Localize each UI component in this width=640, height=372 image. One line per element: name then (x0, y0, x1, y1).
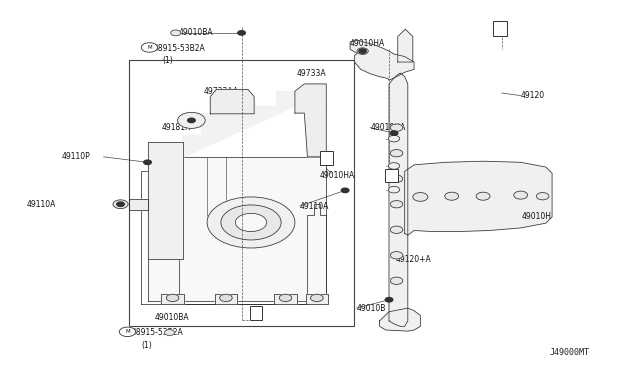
Polygon shape (295, 84, 326, 157)
Circle shape (119, 327, 136, 337)
Circle shape (390, 131, 398, 135)
Text: 49010HA: 49010HA (320, 171, 355, 180)
Circle shape (390, 226, 403, 233)
Circle shape (141, 43, 157, 52)
Circle shape (236, 213, 267, 231)
Circle shape (388, 186, 399, 193)
Circle shape (178, 112, 205, 128)
Text: 49010BA: 49010BA (155, 314, 189, 323)
Polygon shape (129, 199, 148, 210)
Circle shape (388, 163, 399, 169)
Text: 49010HA: 49010HA (370, 123, 405, 132)
Text: 49010H: 49010H (522, 212, 552, 221)
Polygon shape (350, 40, 414, 80)
Bar (129, 60, 355, 326)
Circle shape (514, 191, 527, 199)
Text: 49733A: 49733A (296, 69, 326, 78)
Text: M: M (147, 45, 152, 50)
Circle shape (164, 330, 175, 336)
Text: M: M (125, 329, 130, 334)
FancyBboxPatch shape (493, 21, 507, 36)
Circle shape (341, 188, 349, 193)
Polygon shape (404, 161, 552, 235)
Circle shape (413, 193, 428, 201)
Text: 08915-53B2A: 08915-53B2A (132, 328, 184, 337)
Polygon shape (389, 73, 408, 326)
Polygon shape (148, 142, 183, 259)
FancyBboxPatch shape (385, 169, 398, 182)
Circle shape (166, 294, 179, 302)
Circle shape (144, 160, 151, 164)
Circle shape (357, 48, 368, 54)
Text: 49110P: 49110P (61, 153, 90, 161)
Circle shape (359, 49, 367, 53)
Circle shape (390, 277, 403, 285)
Polygon shape (148, 157, 326, 301)
Text: 49733AA: 49733AA (204, 87, 239, 96)
Polygon shape (214, 294, 237, 304)
Text: B: B (497, 26, 502, 31)
Circle shape (385, 298, 393, 302)
Text: 49110A: 49110A (300, 202, 330, 211)
Circle shape (390, 201, 403, 208)
Text: J49000MT: J49000MT (550, 348, 589, 357)
Circle shape (390, 124, 403, 131)
Circle shape (221, 205, 281, 240)
Circle shape (113, 200, 128, 209)
Text: 49010HA: 49010HA (350, 39, 385, 48)
Text: 49120+A: 49120+A (396, 255, 431, 264)
Text: 49010B: 49010B (356, 304, 386, 312)
Circle shape (390, 150, 403, 157)
Circle shape (476, 192, 490, 200)
Circle shape (279, 294, 292, 302)
Text: 08915-53B2A: 08915-53B2A (154, 44, 205, 53)
Text: A: A (389, 173, 394, 178)
FancyBboxPatch shape (250, 306, 262, 320)
FancyBboxPatch shape (320, 151, 333, 165)
Text: 49120: 49120 (521, 91, 545, 100)
Text: A: A (253, 311, 259, 316)
Text: (1): (1) (162, 56, 173, 65)
Text: B: B (324, 156, 329, 161)
Circle shape (388, 135, 399, 142)
Polygon shape (182, 91, 326, 157)
Circle shape (116, 202, 124, 206)
Circle shape (188, 118, 195, 122)
Text: (1): (1) (141, 341, 152, 350)
Text: 49010BA: 49010BA (179, 28, 214, 37)
Polygon shape (211, 89, 254, 114)
Circle shape (390, 251, 403, 259)
Text: 49110A: 49110A (27, 200, 56, 209)
Circle shape (310, 294, 323, 302)
Circle shape (536, 193, 549, 200)
Polygon shape (398, 29, 413, 62)
Polygon shape (380, 308, 420, 331)
Polygon shape (274, 294, 297, 304)
Circle shape (390, 175, 403, 182)
Circle shape (220, 294, 232, 302)
Circle shape (445, 192, 459, 200)
Text: 49181X: 49181X (162, 123, 191, 132)
Circle shape (207, 197, 295, 248)
Polygon shape (305, 294, 328, 304)
Circle shape (171, 30, 180, 36)
Circle shape (238, 31, 245, 35)
Polygon shape (161, 294, 184, 304)
